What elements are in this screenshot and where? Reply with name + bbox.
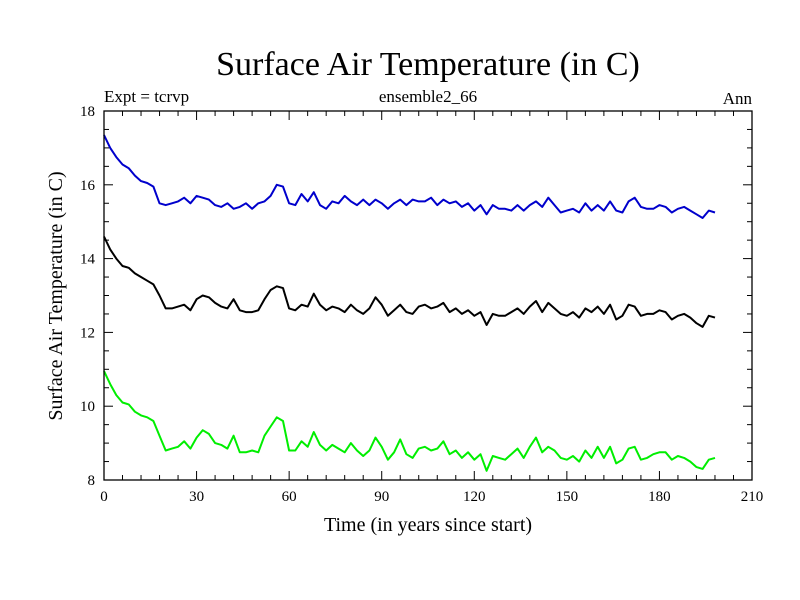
- y-tick-label: 16: [80, 178, 96, 194]
- x-tick-label: 90: [374, 489, 389, 505]
- period-label: Ann: [723, 89, 753, 108]
- x-tick-label: 120: [463, 489, 486, 505]
- y-axis-label: Surface Air Temperature (in C): [45, 171, 67, 420]
- x-tick-label: 150: [556, 489, 579, 505]
- x-tick-label: 30: [189, 489, 204, 505]
- x-axis-label: Time (in years since start): [324, 514, 532, 536]
- y-tick-label: 12: [80, 325, 95, 341]
- y-tick-label: 8: [88, 473, 96, 489]
- x-tick-label: 180: [648, 489, 671, 505]
- ensemble-label: ensemble2_66: [379, 87, 477, 106]
- x-tick-label: 0: [100, 489, 108, 505]
- series-line-middle: [103, 236, 716, 328]
- y-tick-label: 18: [80, 104, 95, 120]
- y-tick-label: 10: [80, 399, 95, 415]
- series-line-upper: [103, 134, 716, 219]
- axis-layer: 0 30 60 90 120 150 180 210 8 10 12 14 16 18: [80, 104, 763, 505]
- x-tick-label: 60: [282, 489, 297, 505]
- series-layer: [103, 134, 716, 472]
- series-line-lower: [103, 370, 716, 472]
- y-tick-label: 14: [80, 252, 96, 268]
- x-tick-label: 210: [741, 489, 764, 505]
- chart-title: Surface Air Temperature (in C): [216, 46, 640, 83]
- experiment-label: Expt = tcrvp: [104, 87, 189, 106]
